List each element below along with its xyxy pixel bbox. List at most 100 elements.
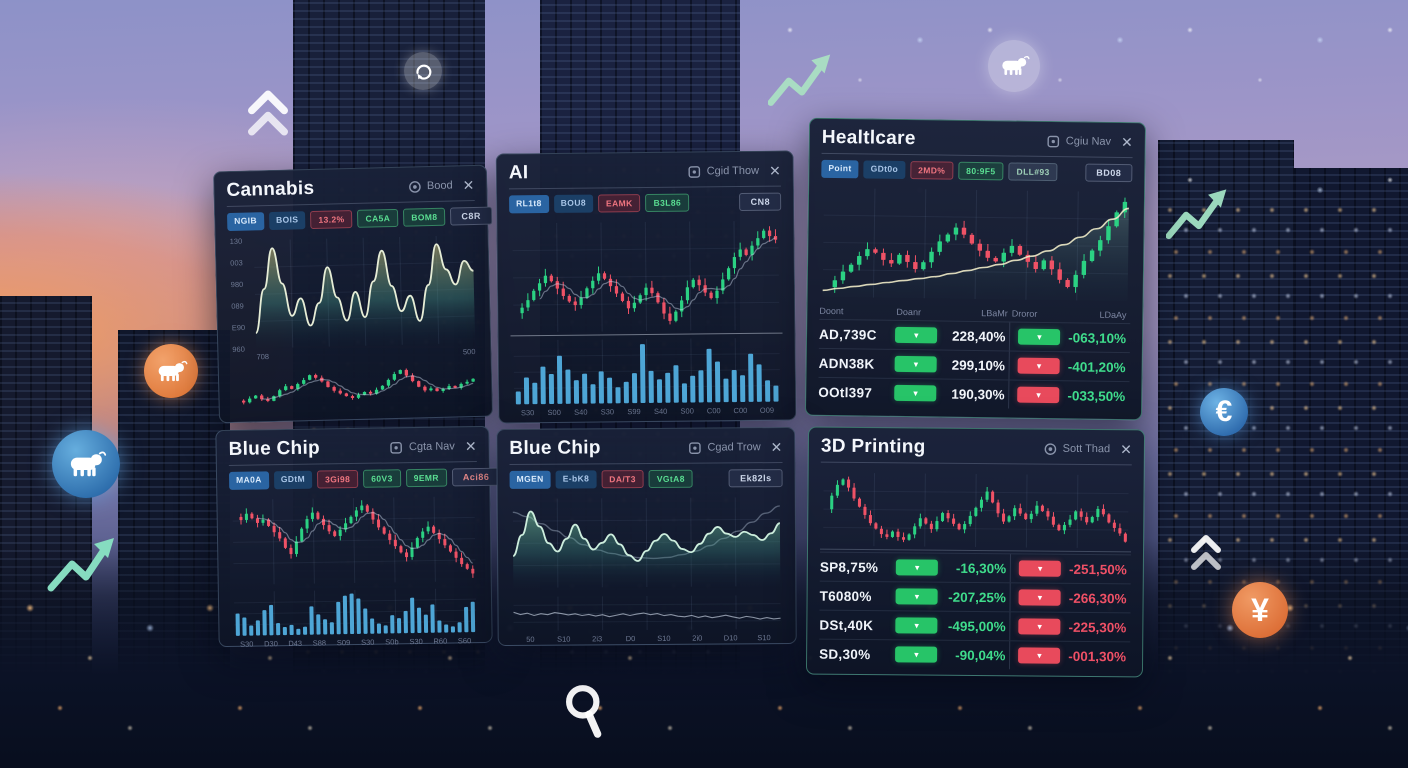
change-badge-down[interactable]: ▾ — [1017, 386, 1060, 404]
svg-text:S88: S88 — [313, 638, 326, 647]
change-badge-up[interactable]: ▾ — [895, 646, 938, 663]
panel-action-button[interactable]: Ek82ls — [729, 469, 783, 488]
ticker-tag[interactable]: NGIB — [226, 212, 265, 232]
ticker-tag[interactable]: 2MD% — [909, 161, 954, 180]
area-chart — [510, 493, 784, 591]
svg-text:C00: C00 — [707, 406, 721, 415]
close-icon[interactable]: ✕ — [464, 437, 477, 454]
ticker-tag[interactable]: RL1t8 — [509, 195, 549, 214]
change-badge-up[interactable]: ▾ — [895, 588, 938, 605]
change-badge-up[interactable]: ▾ — [894, 384, 937, 402]
ticker-tag[interactable]: BOIS — [268, 211, 306, 231]
panel-title: Blue Chip — [228, 437, 321, 460]
panel-action-button[interactable]: CN8 — [739, 192, 782, 212]
change-badge-up[interactable]: ▾ — [896, 559, 939, 576]
table-row: DSt,40K ▾ -495,00% ▾ -225,30% — [819, 609, 1131, 642]
table-header: Doanr — [896, 306, 922, 317]
svg-text:S00: S00 — [680, 407, 693, 416]
ticker-tags: MGEN E-bK8 DA/T3 VGtA8 — [509, 469, 693, 489]
candlestick-chart — [509, 217, 782, 336]
svg-text:S30: S30 — [409, 637, 422, 646]
ticker-tag[interactable]: 13.2% — [310, 209, 353, 230]
svg-text:C00: C00 — [733, 406, 747, 415]
svg-text:O09: O09 — [760, 406, 774, 415]
change-badge-down[interactable]: ▾ — [1018, 647, 1061, 664]
ticker-tag[interactable]: Point — [821, 159, 859, 179]
ticker-name: T6080% — [819, 588, 872, 604]
ticker-tag[interactable]: EAMK — [597, 194, 641, 213]
svg-text:D43: D43 — [288, 639, 302, 648]
svg-text:D30: D30 — [264, 639, 278, 648]
ticker-tag[interactable]: 60V3 — [363, 469, 401, 488]
change-value: -495,00% — [947, 618, 1006, 634]
change-badge-down[interactable]: ▾ — [1018, 618, 1061, 635]
panel-blue-chip-mid: Blue Chip Cgad Trow ✕ MGEN E-bK8 DA/T3 VGtA… — [496, 426, 797, 647]
panel-action-button[interactable]: C8R — [450, 206, 493, 226]
ticker-tag[interactable]: MA0A — [228, 471, 269, 490]
change-value: -16,30% — [955, 560, 1007, 576]
ticker-tags: NGIB BOIS 13.2% CA5A BOM8 — [226, 207, 446, 232]
svg-text:003: 003 — [230, 258, 243, 267]
change-badge-up[interactable]: ▾ — [895, 326, 938, 344]
panel-blue-chip-left: Blue Chip Cgta Nav ✕ MA0A GDtM 3Gi98 60V3 9E… — [215, 425, 501, 649]
badge-icon[interactable] — [688, 165, 701, 178]
change-badge-up[interactable]: ▾ — [895, 617, 938, 634]
ticker-tag[interactable]: BOM8 — [403, 207, 446, 227]
ticker-tag[interactable]: B3L86 — [645, 193, 690, 212]
panel-subtitle: Cgta Nav — [408, 440, 455, 454]
panel-title: Healtlcare — [821, 126, 916, 150]
close-icon[interactable]: ✕ — [1120, 440, 1132, 457]
svg-text:S0b: S0b — [385, 637, 398, 646]
badge-icon[interactable] — [1044, 442, 1057, 455]
change-value: -207,25% — [948, 589, 1007, 605]
change-badge-down[interactable]: ▾ — [1019, 560, 1062, 577]
ticker-tag[interactable]: BOU8 — [553, 194, 594, 213]
bull-icon — [988, 40, 1040, 92]
ticker-tag[interactable]: CA5A — [357, 208, 399, 228]
badge-icon[interactable] — [688, 441, 701, 454]
ticker-tag[interactable]: GDt0o — [863, 160, 906, 180]
candlestick-chart — [820, 184, 1133, 304]
ticker-name: AD,739C — [818, 326, 877, 343]
svg-text:R60: R60 — [433, 637, 447, 646]
change-value: -266,30% — [1068, 590, 1127, 606]
panel-action-button[interactable]: BD08 — [1085, 163, 1133, 183]
ticker-tag[interactable]: 3Gi98 — [316, 469, 359, 489]
panel-action-button[interactable]: Aci86 — [451, 467, 501, 487]
svg-text:S99: S99 — [627, 407, 640, 416]
svg-text:E90: E90 — [232, 323, 246, 332]
close-icon[interactable]: ✕ — [462, 176, 475, 193]
svg-text:S30: S30 — [361, 638, 374, 647]
ticker-tag[interactable]: 9EMR — [405, 468, 448, 488]
change-value: -033,50% — [1067, 387, 1126, 404]
ticker-tag[interactable]: GDtM — [273, 470, 313, 490]
close-icon[interactable]: ✕ — [1120, 133, 1133, 150]
ticker-tag[interactable]: MGEN — [509, 470, 551, 489]
change-badge-up[interactable]: ▾ — [894, 355, 938, 373]
panel-title: AI — [508, 162, 529, 184]
ticker-tag[interactable]: DLL#93 — [1008, 162, 1058, 182]
change-badge-up[interactable]: ▾ — [1018, 328, 1061, 346]
table-header: Doont — [819, 305, 844, 316]
ticker-tags: MA0A GDtM 3Gi98 60V3 9EMR — [228, 468, 448, 490]
badge-icon[interactable] — [390, 441, 403, 454]
ticker-tag[interactable]: VGtA8 — [648, 469, 693, 488]
badge-icon[interactable] — [1047, 134, 1060, 147]
svg-text:2i0: 2i0 — [692, 634, 702, 643]
ticker-tag[interactable]: E-bK8 — [555, 470, 597, 489]
change-badge-down[interactable]: ▾ — [1017, 357, 1061, 375]
quotes-table: Doont Doanr LBaMr Droror LDaAy AD,739C ▾ 228,40… — [806, 300, 1142, 411]
close-icon[interactable]: ✕ — [770, 438, 783, 455]
candlestick-mini-chart — [231, 361, 480, 409]
badge-icon[interactable] — [408, 180, 421, 193]
ticker-tag[interactable]: DA/T3 — [601, 470, 644, 489]
ticker-tags: RL1t8 BOU8 EAMK B3L86 — [509, 193, 690, 214]
svg-text:S40: S40 — [574, 408, 587, 417]
table-row: SP8,75% ▾ -16,30% ▾ -251,50% — [819, 551, 1131, 584]
panel-subtitle: Cgid Thow — [706, 164, 760, 178]
ticker-tag[interactable]: 80:9F5 — [958, 161, 1004, 181]
close-icon[interactable]: ✕ — [768, 162, 781, 179]
svg-text:S10: S10 — [557, 635, 570, 644]
table-row: ADN38K ▾ 299,10% ▾ -401,20% — [818, 347, 1130, 382]
change-badge-down[interactable]: ▾ — [1018, 589, 1062, 606]
